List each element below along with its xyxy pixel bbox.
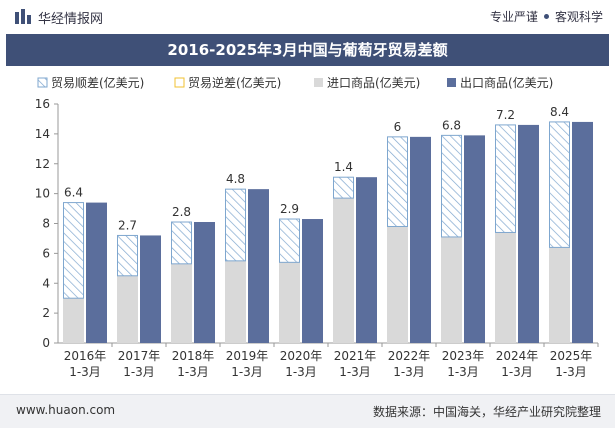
bar-import-7 xyxy=(441,236,462,343)
data-label-4: 2.9 xyxy=(280,202,299,216)
bar-surplus-8 xyxy=(495,124,516,233)
x-label-period-7: 1-3月 xyxy=(447,365,479,379)
x-label-year-3: 2019年 xyxy=(226,349,269,363)
legend-swatch-3 xyxy=(447,78,456,87)
legend-label-0: 贸易顺差(亿美元) xyxy=(51,75,144,90)
y-tick-label-7: 14 xyxy=(35,127,50,141)
x-label-period-9: 1-3月 xyxy=(555,365,587,379)
bar-import-2 xyxy=(171,263,192,343)
bar-export-6 xyxy=(410,136,431,343)
data-label-9: 8.4 xyxy=(550,105,569,119)
bar-import-4 xyxy=(279,262,300,343)
bar-import-5 xyxy=(333,198,354,343)
bar-import-6 xyxy=(387,226,408,343)
x-label-period-4: 1-3月 xyxy=(285,365,317,379)
bar-surplus-7 xyxy=(441,134,462,238)
data-label-0: 6.4 xyxy=(64,186,83,200)
x-label-year-2: 2018年 xyxy=(172,349,215,363)
bar-export-9 xyxy=(572,121,593,343)
bar-export-0 xyxy=(86,202,107,343)
x-label-year-1: 2017年 xyxy=(118,349,161,363)
bar-export-8 xyxy=(518,124,539,343)
legend-swatch-2 xyxy=(314,78,323,87)
y-tick-label-4: 8 xyxy=(42,217,50,231)
x-label-period-3: 1-3月 xyxy=(231,365,263,379)
y-tick-label-6: 12 xyxy=(35,157,50,171)
x-label-period-8: 1-3月 xyxy=(501,365,533,379)
bar-import-0 xyxy=(63,298,84,343)
x-label-year-8: 2024年 xyxy=(496,349,539,363)
bar-import-3 xyxy=(225,260,246,343)
footer: www.huaon.com 数据来源：中国海关，华经产业研究院整理 xyxy=(0,394,615,428)
bar-surplus-9 xyxy=(549,121,570,248)
y-tick-label-3: 6 xyxy=(42,246,50,260)
legend-swatch-0 xyxy=(37,77,48,88)
data-label-2: 2.8 xyxy=(172,205,191,219)
x-label-year-5: 2021年 xyxy=(334,349,377,363)
data-label-8: 7.2 xyxy=(496,108,515,122)
bar-export-3 xyxy=(248,189,269,343)
y-tick-label-8: 16 xyxy=(35,97,50,111)
footer-url: www.huaon.com xyxy=(16,403,116,417)
bar-import-8 xyxy=(495,232,516,343)
x-label-year-7: 2023年 xyxy=(442,349,485,363)
tagline-dot-icon xyxy=(543,14,549,19)
bar-export-7 xyxy=(464,135,485,343)
x-label-period-6: 1-3月 xyxy=(393,365,425,379)
bars: 6.4 2.7 2.8 4.8 2.9 1.4 6 6.8 7.2 8.4 xyxy=(63,105,593,343)
footer-source: 数据来源：中国海关，华经产业研究院整理 xyxy=(372,405,601,419)
legend: 贸易顺差(亿美元) 贸易逆差(亿美元) 进口商品(亿美元) 出口商品(亿美元) xyxy=(37,75,553,90)
data-label-5: 1.4 xyxy=(334,160,353,174)
tagline: 专业严谨 客观科学 xyxy=(490,8,603,25)
y-tick-label-5: 10 xyxy=(35,187,50,201)
chart-title: 2016-2025年3月中国与葡萄牙贸易差额 xyxy=(6,34,609,66)
data-label-7: 6.8 xyxy=(442,118,461,132)
bar-import-1 xyxy=(117,275,138,343)
y-tick-label-0: 0 xyxy=(42,336,50,350)
bar-surplus-2 xyxy=(171,221,192,265)
legend-label-2: 进口商品(亿美元) xyxy=(327,75,420,90)
y-tick-label-2: 4 xyxy=(42,276,50,290)
x-label-year-0: 2016年 xyxy=(64,349,107,363)
bar-surplus-4 xyxy=(279,218,300,263)
brand-logo-icon xyxy=(15,9,31,24)
bar-export-5 xyxy=(356,177,377,343)
brand-name: 华经情报网 xyxy=(38,12,104,27)
x-label-period-2: 1-3月 xyxy=(177,365,209,379)
x-label-year-6: 2022年 xyxy=(388,349,431,363)
data-label-1: 2.7 xyxy=(118,218,137,232)
tagline-right: 客观科学 xyxy=(554,10,603,24)
legend-swatch-1 xyxy=(174,77,185,88)
bar-surplus-1 xyxy=(117,234,138,277)
bar-surplus-0 xyxy=(63,202,84,299)
legend-label-1: 贸易逆差(亿美元) xyxy=(188,75,281,90)
x-label-period-0: 1-3月 xyxy=(69,365,101,379)
bar-import-9 xyxy=(549,247,570,343)
y-tick-label-1: 2 xyxy=(42,306,50,320)
bar-surplus-3 xyxy=(225,188,246,262)
x-label-year-9: 2025年 xyxy=(550,349,593,363)
bar-surplus-6 xyxy=(387,136,408,227)
x-label-period-5: 1-3月 xyxy=(339,365,371,379)
x-axis: 2016年 1-3月 2017年 1-3月 2018年 1-3月 2019年 1-3月 2020… xyxy=(64,343,599,379)
x-label-period-1: 1-3月 xyxy=(123,365,155,379)
bar-surplus-5 xyxy=(333,176,354,199)
legend-label-3: 出口商品(亿美元) xyxy=(460,75,553,90)
data-label-6: 6 xyxy=(394,120,402,134)
trade-balance-chart: 贸易顺差(亿美元) 贸易逆差(亿美元) 进口商品(亿美元) 出口商品(亿美元) 0 2 4… xyxy=(35,75,599,379)
bar-export-1 xyxy=(140,235,161,343)
bar-export-2 xyxy=(194,222,215,343)
top-bar: 华经情报网 专业严谨 客观科学 xyxy=(0,0,615,34)
data-label-3: 4.8 xyxy=(226,172,245,186)
tagline-left: 专业严谨 xyxy=(489,10,538,24)
bar-export-4 xyxy=(302,219,323,343)
x-label-year-4: 2020年 xyxy=(280,349,323,363)
